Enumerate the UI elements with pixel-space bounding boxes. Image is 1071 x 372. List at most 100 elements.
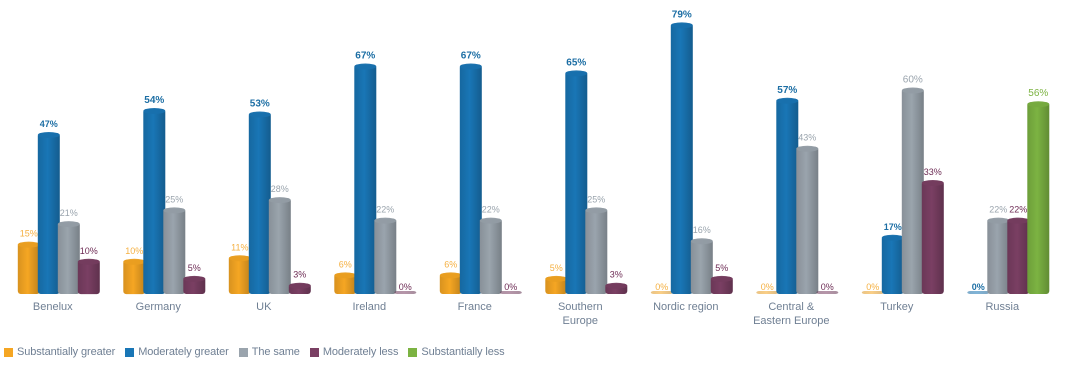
bar-group: 10%: [77, 246, 100, 295]
data-label: 22%: [989, 205, 1007, 215]
data-label: 5%: [550, 263, 563, 273]
bar: [921, 181, 944, 294]
category-label: Germany: [136, 301, 182, 313]
bar-group: 56%: [1027, 88, 1050, 294]
bar-cap: [228, 255, 251, 262]
legend-label: Substantially greater: [17, 346, 116, 358]
bar-group: 0%: [967, 282, 990, 294]
bar-cap: [143, 108, 166, 114]
data-label: 10%: [125, 246, 143, 256]
data-label: 47%: [40, 119, 58, 129]
category-label: Nordic region: [653, 301, 718, 313]
bar-cap: [288, 282, 311, 289]
category-label: Turkey: [880, 301, 914, 313]
bar: [967, 291, 990, 294]
category-group: 15% 47% 21% 10%: [17, 119, 100, 295]
bar-cap: [334, 272, 357, 279]
bar-cap: [881, 234, 904, 241]
bar: [901, 88, 924, 294]
bar-group: 25%: [585, 194, 608, 294]
bar-cap: [605, 282, 628, 289]
data-label: 54%: [144, 95, 164, 106]
data-label: 11%: [231, 242, 248, 252]
bar-group: 22%: [374, 205, 397, 294]
bar-group: 22%: [1007, 205, 1030, 294]
bar-cap: [1027, 101, 1050, 108]
bar: [670, 23, 693, 295]
bar-group: 57%: [776, 85, 799, 294]
bar: [248, 112, 271, 294]
bar: [439, 273, 462, 294]
category-label: Eastern Europe: [753, 315, 829, 327]
legend-item: The same: [238, 346, 300, 358]
data-label: 6%: [339, 259, 352, 269]
bar-group: 0%: [861, 282, 884, 294]
data-label: 60%: [903, 75, 923, 86]
bar: [17, 242, 40, 294]
bar: [776, 98, 799, 294]
data-label: 21%: [60, 208, 78, 218]
legend-item: Moderately greater: [125, 346, 229, 358]
data-label: 10%: [80, 246, 98, 256]
legend-label: The same: [251, 346, 300, 358]
bar-group: 43%: [796, 133, 819, 294]
bar-cap: [374, 217, 397, 224]
category-group: 10% 54% 25% 5%: [123, 95, 206, 295]
bar-group: 16%: [690, 225, 713, 294]
category-group: 0% 57% 43% 0%: [756, 85, 839, 294]
data-label: 0%: [821, 282, 834, 292]
bar-cap: [37, 132, 60, 138]
bar-group: 65%: [565, 57, 588, 295]
bar-group: 47%: [37, 119, 60, 294]
bar-cap: [439, 272, 462, 279]
bar-group: 5%: [545, 263, 568, 294]
data-label: 0%: [866, 282, 879, 292]
bar: [334, 273, 357, 294]
category-group: 6% 67% 22% 0%: [334, 51, 417, 294]
bar-cap: [690, 238, 713, 245]
bar: [565, 71, 588, 295]
bar-group: 10%: [123, 246, 146, 295]
bar-cap: [123, 258, 146, 265]
data-label: 67%: [355, 51, 375, 62]
data-label: 0%: [399, 282, 412, 292]
category-label: Ireland: [352, 301, 386, 313]
bar-cap: [268, 197, 291, 204]
bar-group: 11%: [228, 242, 251, 294]
category-group: 6% 67% 22% 0%: [439, 51, 522, 294]
bar-cap: [710, 275, 733, 282]
legend-item: Substantially less: [408, 346, 505, 358]
category-group: 5% 65% 25% 3%: [545, 57, 628, 295]
data-label: 0%: [761, 282, 774, 292]
bar: [585, 208, 608, 294]
data-label: 43%: [798, 133, 816, 143]
data-label: 22%: [482, 205, 500, 215]
legend-item: Substantially greater: [4, 346, 115, 358]
bar: [57, 222, 80, 294]
data-label: 15%: [20, 229, 38, 239]
bar-cap: [354, 63, 377, 70]
bar-cap: [585, 207, 608, 214]
bar-group: 15%: [17, 229, 40, 294]
bar: [690, 239, 713, 294]
bar: [479, 218, 502, 294]
data-label: 16%: [693, 225, 711, 235]
category-label: UK: [256, 301, 272, 313]
bar-cap: [921, 180, 944, 186]
category-group: 11% 53% 28% 3%: [228, 99, 311, 294]
bar-group: 5%: [183, 263, 206, 294]
bar-group: 67%: [354, 51, 377, 294]
data-label: 5%: [715, 263, 728, 273]
bar-cap: [1007, 217, 1030, 224]
bar: [394, 291, 417, 294]
data-label: 53%: [250, 99, 270, 110]
bar-group: 5%: [710, 263, 733, 294]
legend-label: Moderately greater: [138, 346, 229, 358]
data-label: 25%: [165, 194, 183, 204]
category-group: 0% 79% 16% 5%: [650, 9, 733, 295]
bar-cap: [901, 87, 924, 94]
bar: [77, 259, 100, 295]
category-group: 0% 17% 60% 33%: [861, 75, 944, 294]
bar: [374, 218, 397, 294]
